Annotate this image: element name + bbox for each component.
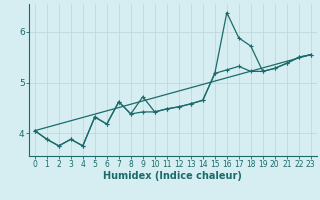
X-axis label: Humidex (Indice chaleur): Humidex (Indice chaleur) <box>103 171 242 181</box>
